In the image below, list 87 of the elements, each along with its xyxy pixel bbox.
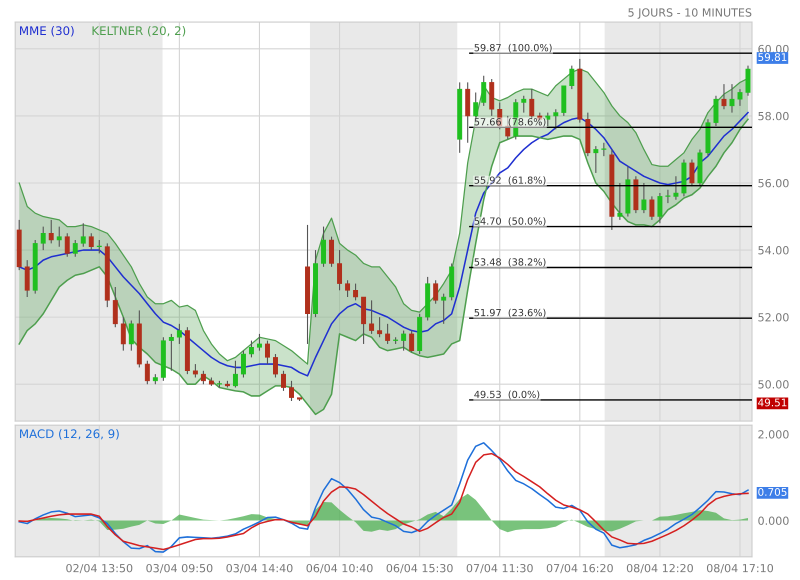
x-tick-label: 03/04 09:50 — [146, 564, 212, 574]
candlestick — [120, 316, 126, 352]
text: 0.705 — [758, 488, 786, 496]
candlestick — [192, 364, 198, 378]
candlestick — [521, 95, 526, 114]
candlestick — [56, 226, 62, 248]
candlestick — [321, 226, 326, 268]
candlestick — [112, 286, 118, 328]
candlestick — [144, 360, 150, 385]
candlestick — [289, 380, 294, 402]
text: 59.81 — [758, 53, 786, 62]
candlestick — [545, 112, 550, 127]
text: MME (30) — [20, 26, 74, 37]
candlestick — [617, 182, 622, 220]
candlestick — [152, 374, 158, 385]
candlestick — [433, 280, 438, 304]
candlestick — [721, 84, 726, 110]
candlestick — [337, 250, 342, 291]
x-tick-label: 07/04 11:30 — [466, 564, 533, 574]
chart-subtitle: 5 JOURS - 10 MINUTES — [628, 8, 752, 19]
x-tick-label: 02/04 13:50 — [66, 564, 132, 574]
x-tick-label: 06/04 15:30 — [386, 564, 453, 574]
candlestick — [369, 300, 374, 334]
candlestick — [689, 158, 694, 187]
ref-line-label: 57.66 (78.6%) — [474, 118, 546, 127]
ref-line-label: 54.70 (50.0%) — [474, 217, 546, 226]
candlestick — [64, 232, 70, 258]
candlestick — [40, 226, 46, 251]
y-tick-label: 0.000 — [758, 516, 789, 525]
candlestick — [569, 65, 574, 90]
candlestick — [401, 330, 406, 352]
candlestick — [746, 65, 750, 96]
candlestick — [240, 350, 246, 378]
candlestick — [601, 142, 606, 157]
candlestick — [505, 115, 510, 140]
y-tick-label: 54.00 — [758, 246, 789, 254]
chart-title: MACD (12, 26, 9) — [20, 429, 119, 440]
candlestick — [72, 239, 78, 258]
x-tick-label: 08/04 12:20 — [626, 564, 693, 574]
candlestick — [264, 340, 270, 365]
candlestick — [409, 330, 414, 353]
y-tick-label: 50.00 — [758, 380, 789, 389]
ref-line-label: 53.48 (38.2%) — [474, 258, 546, 267]
candlestick — [738, 88, 742, 106]
candlestick — [353, 283, 358, 301]
ref-line-label: 55.92 (61.8%) — [474, 176, 546, 185]
candlestick — [281, 370, 286, 392]
ref-line-label: 49.53 (0.0%) — [474, 390, 540, 400]
candlestick — [200, 370, 206, 385]
candlestick — [128, 320, 134, 352]
candlestick — [232, 360, 238, 388]
candlestick — [248, 340, 254, 358]
candlestick — [729, 84, 734, 114]
candlestick — [329, 236, 334, 268]
candlestick — [256, 333, 262, 352]
candlestick — [273, 353, 278, 378]
candlestick — [48, 219, 54, 244]
ref-line-label: 59.87 (100.0%) — [474, 44, 552, 52]
text: 49.51 — [758, 398, 786, 406]
candlestick — [385, 323, 390, 345]
candlestick — [673, 176, 678, 200]
candlestick — [641, 182, 646, 214]
candlestick — [649, 196, 654, 220]
y-tick-label: 2.000 — [758, 430, 789, 439]
text: KELTNER (20, 2) — [92, 26, 186, 37]
candlestick — [657, 192, 662, 224]
ref-line-label: 51.97 (23.6%) — [474, 308, 546, 318]
candlestick — [481, 75, 486, 106]
candlestick — [168, 333, 174, 372]
y-tick-label: 52.00 — [758, 313, 789, 322]
candlestick — [88, 232, 94, 251]
candlestick — [345, 280, 350, 298]
x-tick-label: 08/04 17:10 — [706, 564, 774, 574]
candlestick — [441, 293, 446, 324]
candlestick — [80, 222, 86, 248]
candlestick — [377, 316, 382, 338]
candlestick — [24, 260, 30, 298]
x-tick-label: 03/04 14:40 — [226, 564, 293, 574]
candlestick — [553, 108, 558, 130]
y-tick-label: 58.00 — [758, 112, 789, 120]
candlestick — [96, 239, 102, 254]
x-tick-label: 06/04 10:40 — [306, 564, 373, 574]
candlestick — [593, 146, 598, 174]
candlestick — [176, 323, 182, 345]
x-tick-label: 07/04 16:20 — [546, 564, 613, 574]
candlestick — [713, 95, 718, 127]
y-tick-label: 56.00 — [758, 178, 789, 188]
